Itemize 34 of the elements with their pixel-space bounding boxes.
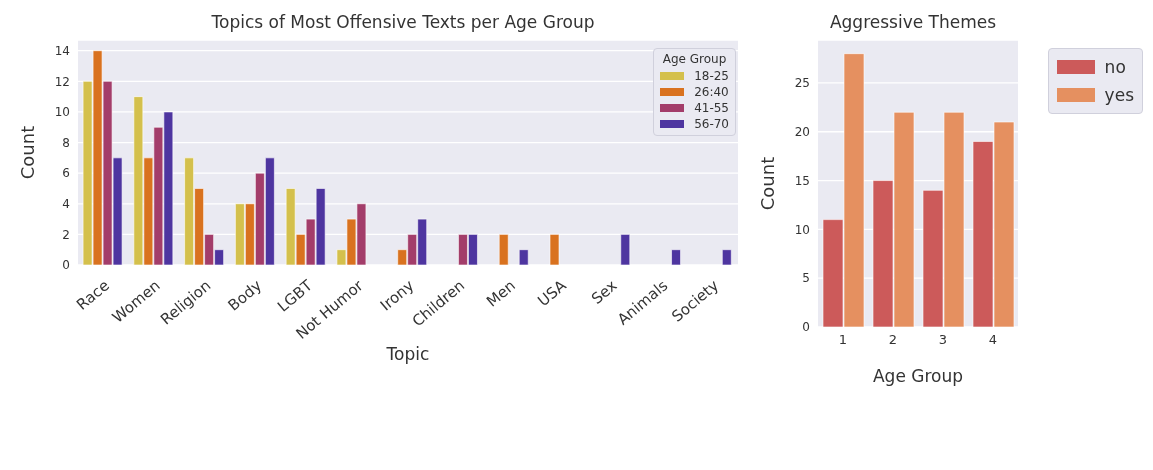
legend-label: yes <box>1104 84 1134 107</box>
y-tick-label: 10 <box>54 105 70 120</box>
x-tick-label: Sex <box>587 276 621 308</box>
legend-label: no <box>1104 56 1126 79</box>
x-tick-label: 4 <box>988 332 998 348</box>
x-tick-label: Men <box>483 276 519 311</box>
y-tick-label: 4 <box>62 197 70 212</box>
legend-label: 41-55 <box>694 100 729 116</box>
chart-title: Topics of Most Offensive Texts per Age Group <box>210 12 596 32</box>
y-tick-label: 20 <box>794 125 810 140</box>
y-tick-label: 15 <box>794 173 810 188</box>
chart-title: Aggressive Themes <box>828 12 998 32</box>
x-tick-label: USA <box>534 275 571 311</box>
legend-label: 56-70 <box>694 116 729 132</box>
y-tick-label: 2 <box>62 227 70 242</box>
y-tick-label: 14 <box>54 43 70 58</box>
x-tick-label: 2 <box>888 332 898 348</box>
y-tick-label: 6 <box>62 166 70 181</box>
y-tick-label: 8 <box>62 135 70 150</box>
y-tick-label: 12 <box>54 74 70 89</box>
x-tick-label: 1 <box>838 332 848 348</box>
y-tick-label: 10 <box>794 222 810 237</box>
x-axis-title: Age Group <box>872 366 964 386</box>
y-tick-label: 0 <box>802 320 810 335</box>
y-axis-title: Count <box>757 156 779 211</box>
legend-label: 26:40 <box>694 84 729 100</box>
x-axis-title: Topic <box>385 344 430 364</box>
legend-title: Age Group <box>661 52 728 66</box>
y-tick-label: 0 <box>62 258 70 273</box>
y-tick-label: 25 <box>794 76 810 91</box>
legend-label: 18-25 <box>694 68 729 84</box>
y-tick-label: 5 <box>802 271 810 286</box>
x-tick-label: 3 <box>938 332 948 348</box>
y-axis-title: Count <box>17 125 39 180</box>
